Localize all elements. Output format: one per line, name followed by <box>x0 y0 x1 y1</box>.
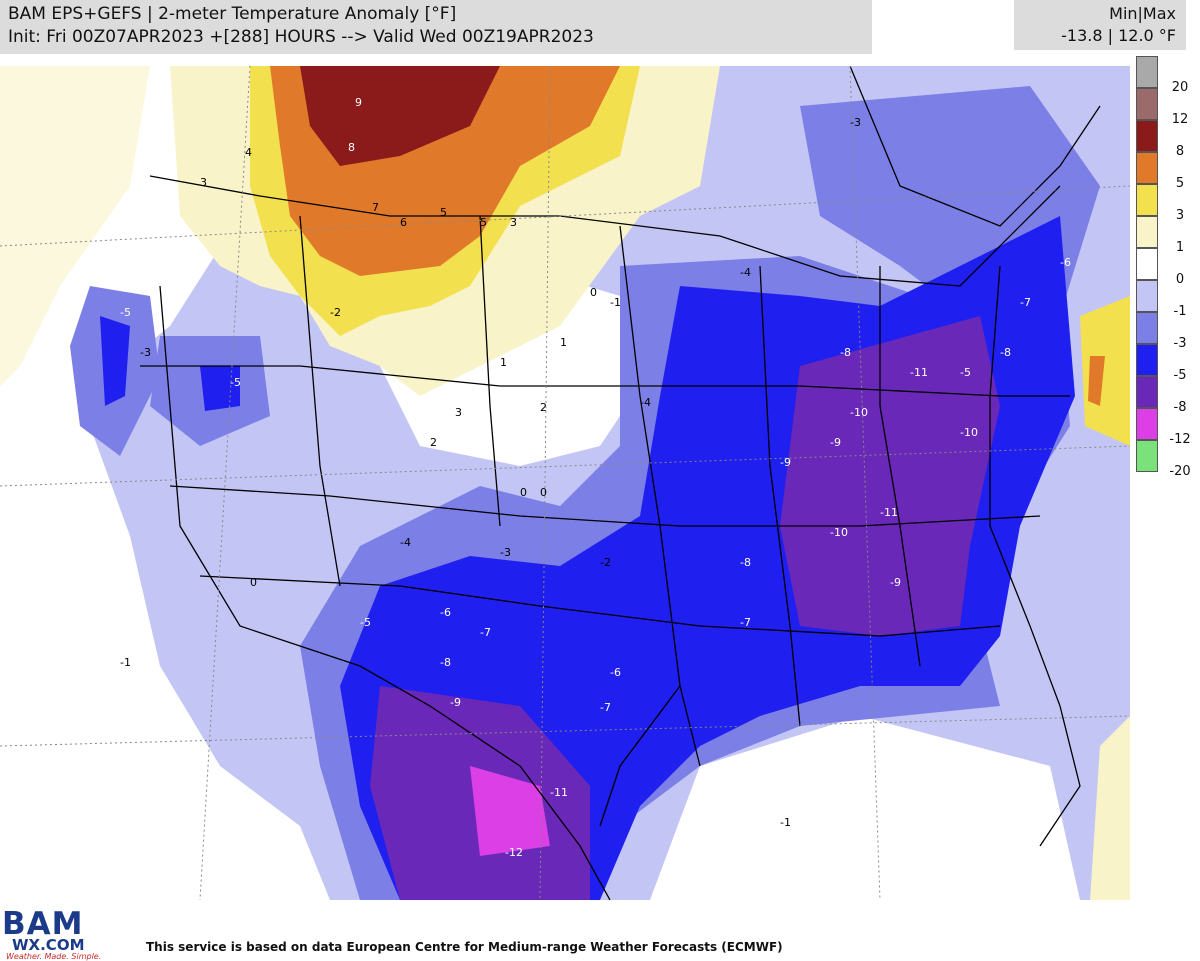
anomaly-label: 0 <box>590 286 597 299</box>
legend-swatch <box>1136 216 1158 248</box>
minmax-label: Min|Max <box>1109 4 1176 23</box>
legend-swatch <box>1136 56 1158 88</box>
header-panel: BAM EPS+GEFS | 2-meter Temperature Anoma… <box>0 0 872 54</box>
anomaly-label: 1 <box>560 336 567 349</box>
legend-label: 20 <box>1171 80 1189 95</box>
anomaly-label: -10 <box>960 426 978 439</box>
anomaly-label: -5 <box>360 616 371 629</box>
anomaly-label: -4 <box>740 266 751 279</box>
legend-label: -3 <box>1173 336 1187 351</box>
anomaly-label: -5 <box>230 376 241 389</box>
anomaly-label: -5 <box>120 306 131 319</box>
anomaly-label: 8 <box>348 141 355 154</box>
legend-label: 1 <box>1175 240 1185 255</box>
legend-swatch <box>1136 120 1158 152</box>
legend-swatch <box>1136 440 1158 472</box>
legend-label: 12 <box>1171 112 1189 127</box>
anomaly-label: -7 <box>740 616 751 629</box>
logo-tagline: Weather. Made. Simple. <box>6 952 102 961</box>
legend-label: -8 <box>1173 400 1187 415</box>
logo-text: BAM <box>2 906 84 942</box>
bam-logo: BAM WX.COM Weather. Made. Simple. <box>0 906 120 961</box>
anomaly-label: -2 <box>330 306 341 319</box>
anomaly-label: 3 <box>510 216 517 229</box>
anomaly-label: -8 <box>840 346 851 359</box>
legend-swatch <box>1136 184 1158 216</box>
anomaly-label: 6 <box>400 216 407 229</box>
anomaly-label: -4 <box>400 536 411 549</box>
anomaly-label: -11 <box>550 786 568 799</box>
anomaly-label: -11 <box>910 366 928 379</box>
anomaly-label: 4 <box>245 146 252 159</box>
anomaly-label: -3 <box>850 116 861 129</box>
minmax-panel: Min|Max -13.8 | 12.0 °F <box>1014 0 1186 50</box>
legend-label: -12 <box>1169 432 1191 447</box>
anomaly-label: -9 <box>780 456 791 469</box>
anomaly-label: -1 <box>120 656 131 669</box>
legend-swatch <box>1136 376 1158 408</box>
legend-label: -20 <box>1169 464 1191 479</box>
legend-label: 0 <box>1175 272 1185 287</box>
anomaly-label: 0 <box>250 576 257 589</box>
anomaly-label: -6 <box>610 666 621 679</box>
anomaly-label: -4 <box>640 396 651 409</box>
anomaly-label: 2 <box>430 436 437 449</box>
anomaly-label: -6 <box>1060 256 1071 269</box>
anomaly-label: -10 <box>830 526 848 539</box>
anomaly-label: 0 <box>520 486 527 499</box>
legend-label: -5 <box>1173 368 1187 383</box>
anomaly-label: -9 <box>830 436 841 449</box>
anomaly-label: -5 <box>960 366 971 379</box>
anomaly-label: 5 <box>480 216 487 229</box>
legend-swatch <box>1136 280 1158 312</box>
temperature-anomaly-map: 9 8 7 6 5 5 4 3 3 3 2 2 1 1 0 0 0 0 -1 -… <box>0 66 1130 900</box>
legend-swatch <box>1136 88 1158 120</box>
anomaly-label: -7 <box>480 626 491 639</box>
anomaly-label: -9 <box>890 576 901 589</box>
anomaly-label: 2 <box>540 401 547 414</box>
anomaly-label: -8 <box>1000 346 1011 359</box>
anomaly-label: 7 <box>372 201 379 214</box>
anomaly-label: 1 <box>500 356 507 369</box>
anomaly-label: 5 <box>440 206 447 219</box>
legend-swatch <box>1136 152 1158 184</box>
anomaly-label: 3 <box>455 406 462 419</box>
anomaly-label: -8 <box>440 656 451 669</box>
anomaly-label: -1 <box>610 296 621 309</box>
anomaly-label: 9 <box>355 96 362 109</box>
legend-label: 8 <box>1175 144 1185 159</box>
logo-domain: WX.COM <box>12 936 85 954</box>
anomaly-label: -6 <box>440 606 451 619</box>
anomaly-label: -10 <box>850 406 868 419</box>
anomaly-label: -8 <box>740 556 751 569</box>
anomaly-label: -9 <box>450 696 461 709</box>
legend-swatch <box>1136 344 1158 376</box>
anomaly-label: -7 <box>600 701 611 714</box>
footer: This service is based on data European C… <box>0 900 1200 960</box>
legend-swatch <box>1136 408 1158 440</box>
legend-swatch <box>1136 248 1158 280</box>
map-title: BAM EPS+GEFS | 2-meter Temperature Anoma… <box>8 4 457 24</box>
legend-label: 5 <box>1175 176 1185 191</box>
anomaly-label: -2 <box>600 556 611 569</box>
legend-label: 3 <box>1175 208 1185 223</box>
minmax-value: -13.8 | 12.0 °F <box>1061 26 1176 45</box>
anomaly-label: -3 <box>140 346 151 359</box>
anomaly-label: -3 <box>500 546 511 559</box>
map-subtitle: Init: Fri 00Z07APR2023 +[288] HOURS --> … <box>8 27 594 47</box>
anomaly-label: -1 <box>780 816 791 829</box>
data-credit: This service is based on data European C… <box>146 940 783 954</box>
legend-swatch <box>1136 312 1158 344</box>
anomaly-label: -7 <box>1020 296 1031 309</box>
anomaly-label: 0 <box>540 486 547 499</box>
anomaly-label: -11 <box>880 506 898 519</box>
anomaly-label: 3 <box>200 176 207 189</box>
legend-label: -1 <box>1173 304 1187 319</box>
anomaly-label: -12 <box>505 846 523 859</box>
